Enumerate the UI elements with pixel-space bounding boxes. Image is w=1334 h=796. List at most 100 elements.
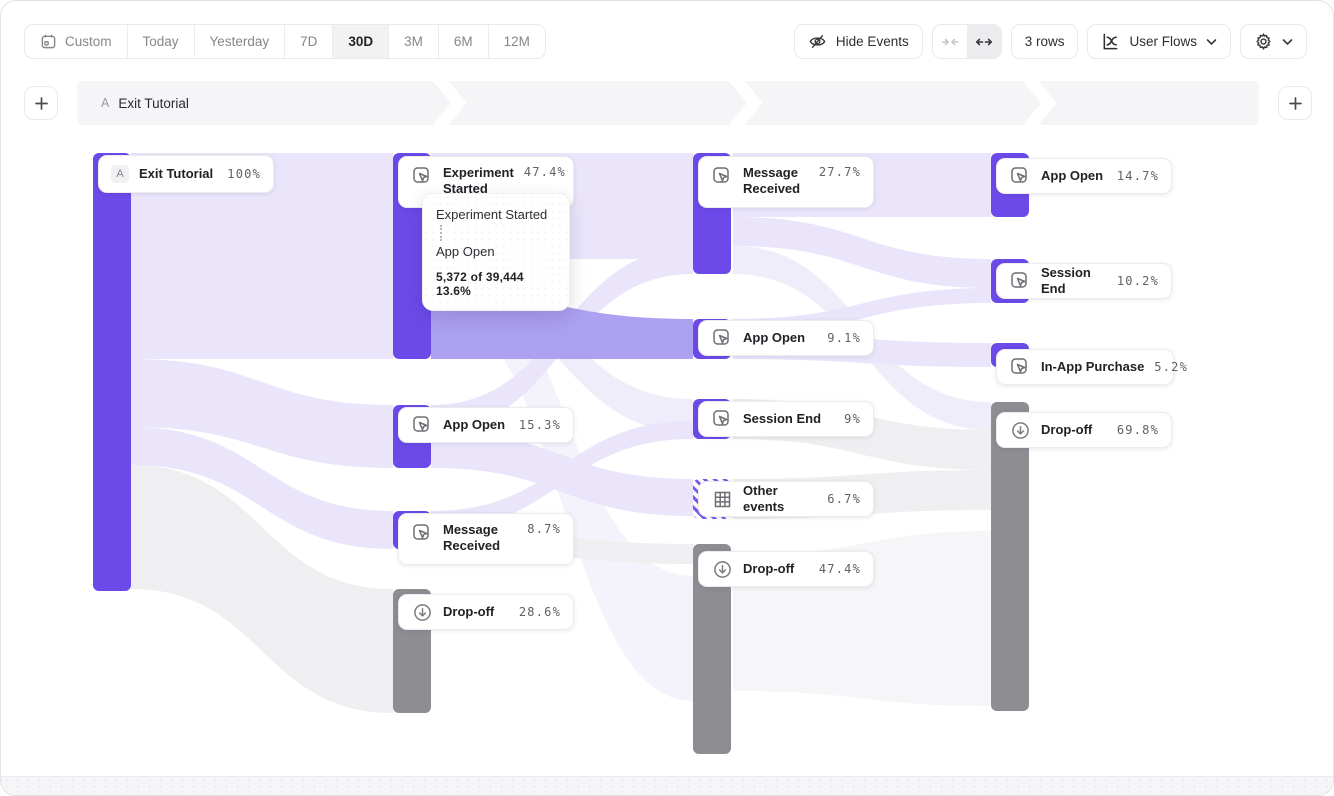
flow-node-drop-off[interactable]: Drop-off 47.4%	[698, 551, 874, 587]
event-icon	[711, 408, 733, 430]
rows-count-button[interactable]: 3 rows	[1010, 24, 1079, 59]
flow-node-exit-tutorial[interactable]: A Exit Tutorial 100%	[98, 155, 274, 193]
event-icon	[411, 165, 433, 187]
flow-node-app-open[interactable]: App Open 14.7%	[996, 158, 1172, 194]
flow-node-session-end[interactable]: Session End 10.2%	[996, 263, 1172, 299]
add-step-left-button[interactable]	[24, 86, 58, 120]
chevron-down-icon	[1282, 38, 1293, 45]
step-breadcrumb-bar[interactable]: A Exit Tutorial	[77, 81, 1259, 125]
range-30d[interactable]: 30D	[332, 25, 389, 58]
flow-node-other-events[interactable]: Other events 6.7%	[698, 481, 874, 517]
breadcrumb-step-a: A Exit Tutorial	[101, 81, 189, 125]
event-icon	[711, 165, 733, 187]
add-step-right-button[interactable]	[1278, 86, 1312, 120]
tooltip-stat: 5,372 of 39,444 13.6%	[436, 270, 524, 298]
plus-icon	[34, 96, 48, 110]
node-label: Session End	[1041, 264, 1091, 296]
node-label: In-App Purchase	[1041, 358, 1145, 374]
step-letter-badge: A	[111, 165, 129, 183]
grid-icon	[711, 488, 733, 510]
range-12m[interactable]: 12M	[487, 25, 545, 58]
node-bar-drop-off[interactable]	[991, 402, 1029, 711]
node-label: Drop-off	[1041, 421, 1093, 437]
flow-node-app-open[interactable]: App Open 9.1%	[698, 320, 874, 356]
node-bar-exit-tutorial[interactable]	[93, 153, 131, 591]
flow-node-drop-off[interactable]: Drop-off 28.6%	[398, 594, 574, 630]
event-icon	[411, 414, 433, 436]
event-icon	[1009, 165, 1031, 187]
drop-off-icon	[711, 558, 733, 580]
flow-ribbon	[131, 359, 393, 468]
node-percent: 100%	[227, 167, 261, 181]
expand-columns-button[interactable]	[966, 25, 1001, 58]
collapse-arrows-icon	[941, 38, 959, 45]
range-label: Custom	[65, 34, 112, 49]
drop-off-icon	[1009, 419, 1031, 441]
collapse-columns-button[interactable]	[933, 25, 967, 58]
step-separator-chevron	[432, 81, 467, 125]
node-percent: 47.4%	[523, 165, 566, 179]
settings-dropdown[interactable]	[1240, 24, 1307, 59]
flow-ribbon	[131, 427, 393, 549]
flow-node-message-received[interactable]: Message Received 8.7%	[398, 513, 574, 565]
flow-ribbon	[733, 217, 991, 288]
flow-node-drop-off[interactable]: Drop-off 69.8%	[996, 412, 1172, 448]
gear-icon	[1256, 33, 1271, 50]
node-label: Drop-off	[743, 560, 795, 576]
event-icon	[1009, 356, 1031, 378]
chart-type-dropdown[interactable]: User Flows	[1087, 24, 1231, 59]
flow-node-session-end[interactable]: Session End 9%	[698, 401, 874, 437]
range-7d[interactable]: 7D	[284, 25, 332, 58]
user-flows-icon	[1104, 33, 1118, 50]
range-custom[interactable]: Custom	[25, 25, 127, 58]
step-label: Exit Tutorial	[118, 95, 189, 111]
range-yesterday[interactable]: Yesterday	[193, 25, 285, 58]
eye-off-icon	[809, 34, 826, 49]
range-3m[interactable]: 3M	[388, 25, 438, 58]
step-letter: A	[101, 96, 110, 110]
node-label: Session End	[743, 410, 822, 426]
calendar-icon	[41, 34, 56, 49]
node-label: Drop-off	[443, 603, 495, 619]
range-6m[interactable]: 6M	[437, 25, 488, 58]
node-percent: 8.7%	[527, 522, 561, 536]
node-label: Message Received	[743, 165, 801, 197]
node-label: App Open	[443, 416, 506, 432]
node-percent: 27.7%	[818, 165, 861, 179]
flow-ribbon	[131, 465, 393, 713]
step-separator-chevron	[728, 81, 763, 125]
hide-events-button[interactable]: Hide Events	[793, 24, 923, 59]
plus-icon	[1288, 96, 1302, 110]
event-icon	[411, 522, 433, 544]
node-percent: 9.1%	[827, 331, 861, 345]
node-percent: 28.6%	[518, 605, 561, 619]
bottom-scrollbar-track[interactable]	[1, 776, 1333, 795]
node-label: Message Received	[443, 522, 501, 554]
node-percent: 15.3%	[518, 418, 561, 432]
node-label: App Open	[1041, 167, 1104, 183]
flow-node-app-open[interactable]: App Open 15.3%	[398, 407, 574, 443]
flow-node-in-app-purchase[interactable]: In-App Purchase 5.2%	[996, 349, 1187, 385]
tooltip-source-event: Experiment Started	[436, 207, 548, 222]
range-today[interactable]: Today	[126, 25, 194, 58]
event-icon	[711, 327, 733, 349]
flow-node-message-received[interactable]: Message Received 27.7%	[698, 156, 874, 208]
node-label: App Open	[743, 329, 806, 345]
node-percent: 69.8%	[1116, 423, 1159, 437]
event-icon	[1009, 270, 1031, 292]
drop-off-icon	[411, 601, 433, 623]
tooltip-target-event: App Open	[436, 244, 495, 259]
tooltip-connector	[440, 225, 442, 241]
step-separator-chevron	[1022, 81, 1057, 125]
node-percent: 10.2%	[1116, 274, 1159, 288]
date-range-picker: Custom Today Yesterday 7D 30D 3M 6M 12M	[24, 24, 546, 59]
node-percent: 9%	[844, 412, 861, 426]
flow-ribbon	[431, 431, 693, 516]
node-percent: 6.7%	[827, 492, 861, 506]
node-percent: 5.2%	[1154, 360, 1188, 374]
node-label: Other events	[743, 482, 785, 514]
node-label: Exit Tutorial	[139, 165, 214, 181]
expand-arrows-icon	[976, 38, 993, 45]
collapse-expand-toggle	[931, 24, 1002, 59]
